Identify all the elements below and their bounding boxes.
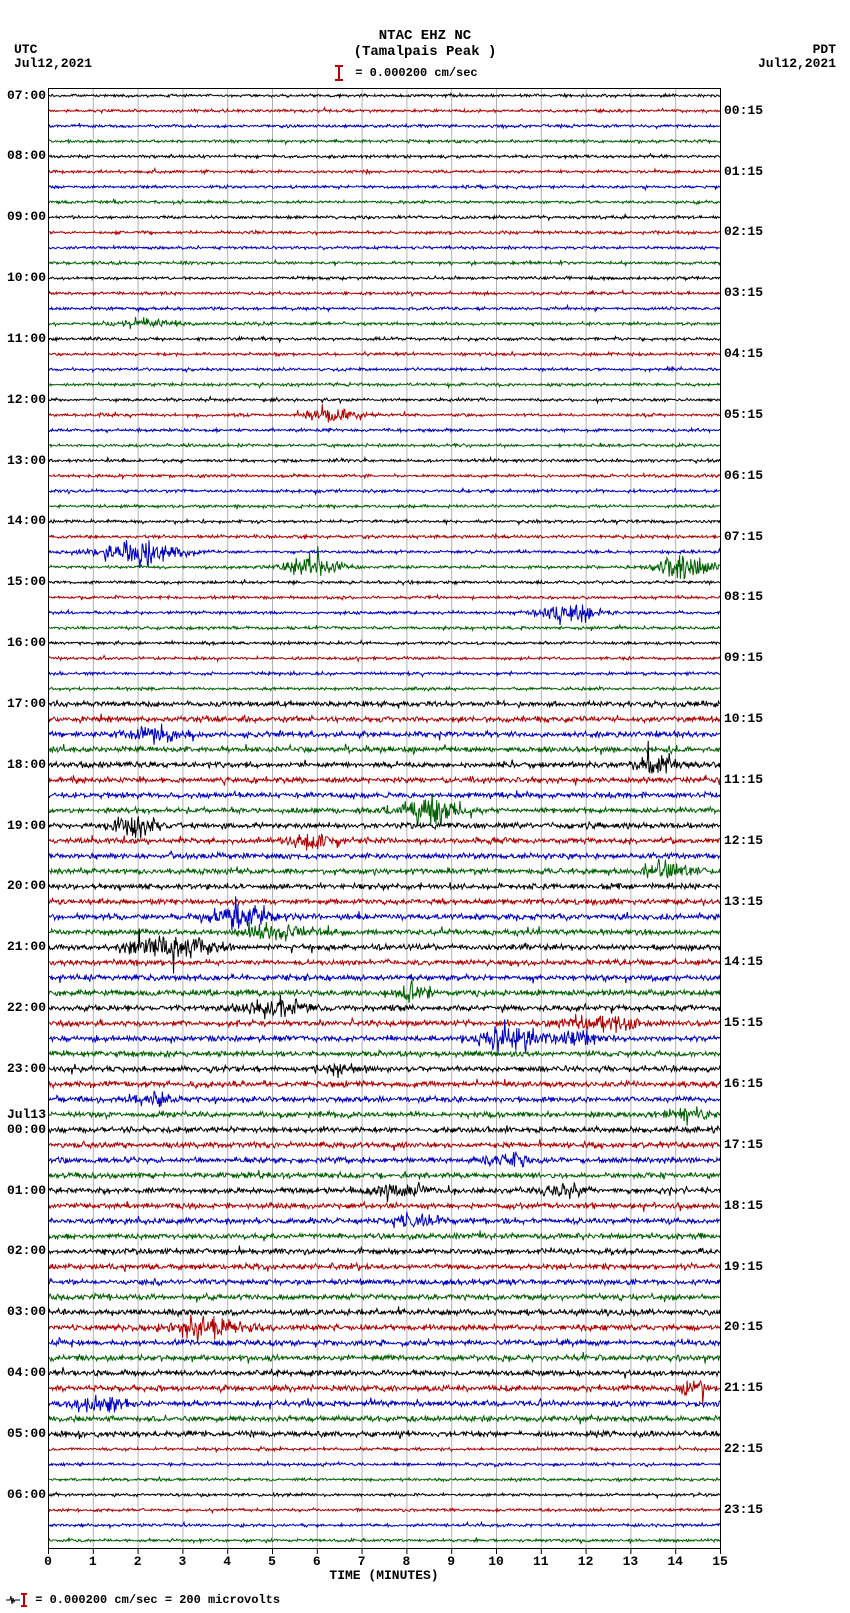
station-title: NTAC EHZ NC xyxy=(0,28,850,44)
x-tick: 3 xyxy=(172,1554,192,1569)
right-time-label: 19:15 xyxy=(724,1259,763,1274)
right-time-label: 04:15 xyxy=(724,346,763,361)
right-time-label: 14:15 xyxy=(724,954,763,969)
left-time-label: 01:00 xyxy=(7,1183,46,1198)
right-time-label: 06:15 xyxy=(724,468,763,483)
x-tick: 13 xyxy=(620,1554,640,1569)
x-tick: 15 xyxy=(710,1554,730,1569)
x-tick: 5 xyxy=(262,1554,282,1569)
footer-text: = 0.000200 cm/sec = 200 microvolts xyxy=(35,1593,280,1607)
x-tick: 12 xyxy=(576,1554,596,1569)
left-time-label: Jul13 xyxy=(7,1107,46,1122)
left-time-label: 06:00 xyxy=(7,1487,46,1502)
left-time-label: 21:00 xyxy=(7,939,46,954)
location-title: (Tamalpais Peak ) xyxy=(0,44,850,60)
right-time-label: 23:15 xyxy=(724,1502,763,1517)
right-time-label: 11:15 xyxy=(724,772,763,787)
x-tick: 14 xyxy=(665,1554,685,1569)
left-time-label: 00:00 xyxy=(7,1122,46,1137)
x-tick: 4 xyxy=(217,1554,237,1569)
x-tick: 10 xyxy=(486,1554,506,1569)
right-time-label: 03:15 xyxy=(724,285,763,300)
scale-bar: = 0.000200 cm/sec xyxy=(330,64,478,82)
left-time-label: 17:00 xyxy=(7,696,46,711)
left-time-label: 03:00 xyxy=(7,1304,46,1319)
seismogram-container: UTC Jul12,2021 PDT Jul12,2021 NTAC EHZ N… xyxy=(0,0,850,1613)
right-time-label: 15:15 xyxy=(724,1015,763,1030)
left-time-label: 15:00 xyxy=(7,574,46,589)
right-time-label: 01:15 xyxy=(724,164,763,179)
seismogram-plot xyxy=(48,88,722,1578)
right-time-label: 21:15 xyxy=(724,1380,763,1395)
footer-scale: = 0.000200 cm/sec = 200 microvolts xyxy=(6,1593,280,1607)
right-time-label: 02:15 xyxy=(724,224,763,239)
x-tick: 0 xyxy=(38,1554,58,1569)
right-time-label: 22:15 xyxy=(724,1441,763,1456)
right-time-label: 05:15 xyxy=(724,407,763,422)
left-time-label: 05:00 xyxy=(7,1426,46,1441)
left-time-label: 13:00 xyxy=(7,453,46,468)
right-time-label: 20:15 xyxy=(724,1319,763,1334)
x-tick: 1 xyxy=(83,1554,103,1569)
left-time-label: 04:00 xyxy=(7,1365,46,1380)
left-time-label: 14:00 xyxy=(7,513,46,528)
left-time-label: 16:00 xyxy=(7,635,46,650)
right-time-label: 00:15 xyxy=(724,103,763,118)
right-time-label: 07:15 xyxy=(724,529,763,544)
right-time-label: 10:15 xyxy=(724,711,763,726)
right-time-label: 13:15 xyxy=(724,894,763,909)
left-time-label: 08:00 xyxy=(7,148,46,163)
left-time-label: 20:00 xyxy=(7,878,46,893)
left-time-label: 11:00 xyxy=(7,331,46,346)
right-time-label: 18:15 xyxy=(724,1198,763,1213)
left-time-label: 02:00 xyxy=(7,1243,46,1258)
left-time-label: 23:00 xyxy=(7,1061,46,1076)
right-time-label: 12:15 xyxy=(724,833,763,848)
right-time-label: 08:15 xyxy=(724,589,763,604)
left-time-label: 09:00 xyxy=(7,209,46,224)
scale-text: = 0.000200 cm/sec xyxy=(355,66,477,80)
x-tick: 11 xyxy=(531,1554,551,1569)
x-tick: 7 xyxy=(352,1554,372,1569)
left-time-label: 22:00 xyxy=(7,1000,46,1015)
left-time-label: 19:00 xyxy=(7,818,46,833)
left-time-label: 18:00 xyxy=(7,757,46,772)
right-time-label: 16:15 xyxy=(724,1076,763,1091)
right-time-label: 09:15 xyxy=(724,650,763,665)
x-tick: 8 xyxy=(396,1554,416,1569)
x-tick: 6 xyxy=(307,1554,327,1569)
x-tick: 9 xyxy=(441,1554,461,1569)
x-tick: 2 xyxy=(128,1554,148,1569)
left-time-label: 07:00 xyxy=(7,88,46,103)
x-axis-title: TIME (MINUTES) xyxy=(48,1568,720,1583)
right-time-label: 17:15 xyxy=(724,1137,763,1152)
left-time-label: 12:00 xyxy=(7,392,46,407)
left-time-label: 10:00 xyxy=(7,270,46,285)
